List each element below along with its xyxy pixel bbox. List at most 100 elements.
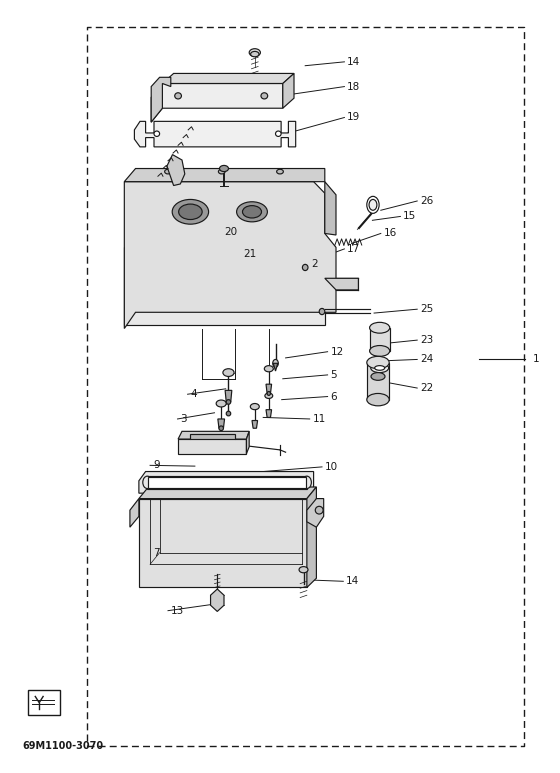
Text: 17: 17 xyxy=(347,244,361,254)
Text: 1: 1 xyxy=(533,355,540,364)
Ellipse shape xyxy=(226,411,231,416)
Ellipse shape xyxy=(216,400,226,407)
Ellipse shape xyxy=(172,199,208,224)
Text: 11: 11 xyxy=(312,414,326,424)
Ellipse shape xyxy=(277,169,283,174)
Polygon shape xyxy=(370,328,390,351)
Ellipse shape xyxy=(219,426,223,431)
Ellipse shape xyxy=(220,165,228,172)
Ellipse shape xyxy=(165,169,171,174)
Text: 22: 22 xyxy=(420,383,433,393)
Text: 25: 25 xyxy=(420,305,433,314)
Ellipse shape xyxy=(264,366,273,372)
Ellipse shape xyxy=(371,363,389,373)
Text: 14: 14 xyxy=(346,577,360,586)
Text: 7: 7 xyxy=(153,548,160,557)
Ellipse shape xyxy=(236,202,267,222)
Ellipse shape xyxy=(319,308,325,315)
Polygon shape xyxy=(162,73,294,83)
Ellipse shape xyxy=(250,404,259,410)
Polygon shape xyxy=(28,690,60,715)
Polygon shape xyxy=(307,487,316,587)
Ellipse shape xyxy=(375,366,385,370)
Text: 23: 23 xyxy=(420,335,433,345)
Polygon shape xyxy=(134,121,296,147)
Polygon shape xyxy=(167,155,185,186)
Text: 2: 2 xyxy=(311,260,318,269)
Ellipse shape xyxy=(226,400,231,404)
Ellipse shape xyxy=(369,199,377,210)
Polygon shape xyxy=(211,589,224,611)
Text: 15: 15 xyxy=(403,212,417,221)
Ellipse shape xyxy=(265,393,273,399)
Ellipse shape xyxy=(223,369,234,376)
Text: 20: 20 xyxy=(224,227,237,237)
Ellipse shape xyxy=(315,506,323,514)
Polygon shape xyxy=(151,77,171,122)
Polygon shape xyxy=(225,390,232,402)
Text: 13: 13 xyxy=(171,606,184,615)
Polygon shape xyxy=(218,419,225,428)
Polygon shape xyxy=(124,169,325,182)
Polygon shape xyxy=(325,182,336,235)
Ellipse shape xyxy=(242,206,262,218)
Polygon shape xyxy=(139,472,314,493)
Ellipse shape xyxy=(276,131,281,137)
Text: 8: 8 xyxy=(153,492,160,501)
Polygon shape xyxy=(124,247,325,325)
Polygon shape xyxy=(252,421,258,428)
Polygon shape xyxy=(190,434,235,439)
Polygon shape xyxy=(130,499,139,527)
Ellipse shape xyxy=(302,264,308,271)
Text: 9: 9 xyxy=(153,461,160,470)
Text: 10: 10 xyxy=(325,462,338,472)
Ellipse shape xyxy=(179,204,202,220)
Text: 21: 21 xyxy=(244,249,257,258)
Polygon shape xyxy=(124,182,336,329)
Ellipse shape xyxy=(370,322,390,333)
Polygon shape xyxy=(273,363,278,371)
Ellipse shape xyxy=(302,476,311,489)
Ellipse shape xyxy=(175,93,181,99)
Polygon shape xyxy=(307,499,324,527)
Polygon shape xyxy=(147,476,307,489)
Ellipse shape xyxy=(261,93,268,99)
Text: 6: 6 xyxy=(330,392,337,401)
Ellipse shape xyxy=(273,359,278,367)
Text: 26: 26 xyxy=(420,196,433,206)
Polygon shape xyxy=(148,477,306,488)
Text: 24: 24 xyxy=(420,355,433,364)
Ellipse shape xyxy=(249,49,260,56)
Ellipse shape xyxy=(299,567,308,573)
Text: 19: 19 xyxy=(347,113,361,122)
Text: 12: 12 xyxy=(330,347,344,356)
Text: 14: 14 xyxy=(347,57,361,66)
Polygon shape xyxy=(178,434,246,454)
Ellipse shape xyxy=(143,476,152,489)
Polygon shape xyxy=(325,278,358,290)
Ellipse shape xyxy=(367,356,389,369)
Text: 16: 16 xyxy=(384,229,397,238)
Polygon shape xyxy=(266,384,272,393)
Ellipse shape xyxy=(251,51,259,57)
Polygon shape xyxy=(178,431,249,439)
Ellipse shape xyxy=(367,196,379,213)
Ellipse shape xyxy=(367,393,389,406)
Text: 4: 4 xyxy=(190,390,197,399)
Polygon shape xyxy=(367,363,389,400)
Polygon shape xyxy=(266,410,272,417)
Text: 18: 18 xyxy=(347,82,361,91)
Ellipse shape xyxy=(371,373,385,380)
Ellipse shape xyxy=(370,346,390,356)
Text: 3: 3 xyxy=(180,414,187,424)
Polygon shape xyxy=(283,73,294,108)
Text: 69M1100-3070: 69M1100-3070 xyxy=(22,741,104,751)
Polygon shape xyxy=(139,499,307,587)
Polygon shape xyxy=(139,487,316,499)
Ellipse shape xyxy=(267,391,270,396)
Text: 5: 5 xyxy=(330,370,337,380)
Polygon shape xyxy=(151,83,283,122)
Ellipse shape xyxy=(154,131,160,137)
Polygon shape xyxy=(246,431,249,454)
Ellipse shape xyxy=(218,169,225,174)
